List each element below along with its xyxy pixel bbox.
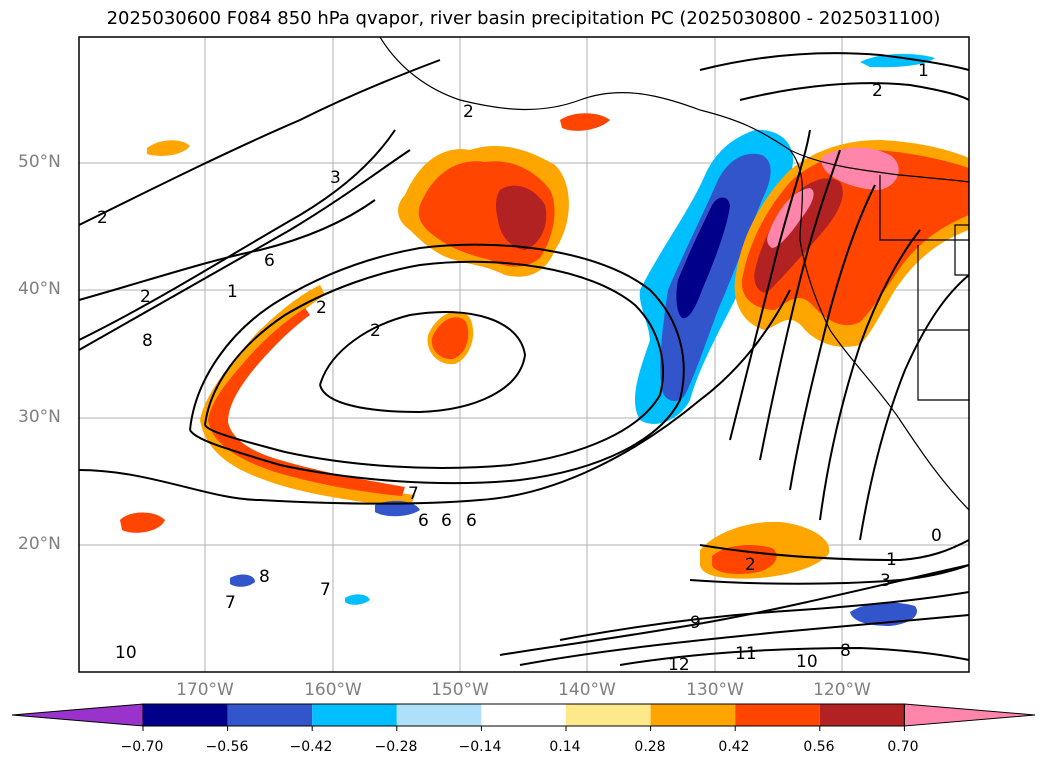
contour-label: 2 — [97, 208, 108, 228]
contour-label: 1 — [886, 550, 897, 570]
colorbar-tick-label: 0.70 — [887, 739, 919, 755]
colorbar-segment — [312, 704, 397, 726]
colorbar-segment — [566, 704, 651, 726]
lon-label-130w: 130°W — [686, 680, 744, 700]
colorbar-tick-label: −0.42 — [289, 739, 333, 755]
contour-label: 2 — [140, 287, 151, 307]
contour-label: 11 — [735, 644, 757, 664]
contour-label: 8 — [840, 641, 851, 661]
colorbar-tick-label: 0.28 — [634, 739, 666, 755]
contour-label: 2 — [316, 298, 327, 318]
colorbar-tick-label: −0.28 — [374, 739, 418, 755]
contour-label: 3 — [880, 571, 891, 591]
colorbar-segment — [819, 704, 905, 726]
contour-label: 2 — [463, 102, 474, 122]
contour-label: 6 — [441, 511, 452, 531]
lat-label-30n: 30°N — [18, 407, 61, 427]
lat-label-20n: 20°N — [18, 534, 61, 554]
contour-label: 2 — [872, 81, 883, 101]
lon-label-160w: 160°W — [304, 680, 362, 700]
contour-label: 3 — [330, 168, 341, 188]
contour-label: 7 — [408, 484, 419, 504]
plot-border — [78, 36, 970, 673]
contour-label: 10 — [796, 652, 818, 672]
map-title: 2025030600 F084 850 hPa qvapor, river ba… — [106, 8, 941, 29]
contour-label: 9 — [690, 613, 701, 633]
contour-label: 7 — [225, 593, 236, 613]
colorbar-tick-label: 0.56 — [803, 739, 835, 755]
contour-label: 12 — [668, 655, 690, 675]
contour-label: 8 — [259, 567, 270, 587]
lon-label-150w: 150°W — [431, 680, 489, 700]
lon-label-170w: 170°W — [176, 680, 234, 700]
colorbar-tick-label: 0.42 — [718, 739, 750, 755]
colorbar-tick-label: −0.14 — [458, 739, 502, 755]
colorbar-segment — [481, 704, 566, 726]
colorbar-extend-min — [11, 703, 144, 727]
contour-label: 0 — [931, 526, 942, 546]
contour-label: 10 — [115, 643, 137, 663]
colorbar-tick-label: −0.70 — [120, 739, 164, 755]
contour-label: 6 — [466, 511, 477, 531]
contour-label-group: 1 2 2 3 2 6 2 1 8 2 2 7 6 6 6 0 1 2 3 9 … — [97, 61, 942, 675]
colorbar-segment — [735, 704, 820, 726]
qvapor-contours — [78, 52, 970, 666]
contour-label: 8 — [142, 331, 153, 351]
contour-label: 1 — [227, 282, 238, 302]
colorbar-extend-max — [903, 703, 1036, 727]
colorbar-segment — [143, 704, 228, 726]
contour-label: 2 — [745, 555, 756, 575]
contour-label: 6 — [418, 511, 429, 531]
colorbar-border — [142, 703, 905, 727]
contour-label: 7 — [320, 580, 331, 600]
colorbar-segment — [650, 704, 736, 726]
lon-label-140w: 140°W — [558, 680, 616, 700]
lon-label-120w: 120°W — [813, 680, 871, 700]
contour-label: 1 — [918, 61, 929, 81]
lat-label-50n: 50°N — [18, 152, 61, 172]
contour-label: 6 — [264, 251, 275, 271]
colorbar-segment — [227, 704, 313, 726]
lat-label-40n: 40°N — [18, 279, 61, 299]
colorbar-tick-label: 0.14 — [549, 739, 581, 755]
land-outlines — [379, 36, 970, 511]
colorbar-tick-label: −0.56 — [205, 739, 249, 755]
colorbar — [11, 703, 1036, 731]
contour-label: 2 — [370, 321, 381, 341]
colorbar-segment — [396, 704, 482, 726]
